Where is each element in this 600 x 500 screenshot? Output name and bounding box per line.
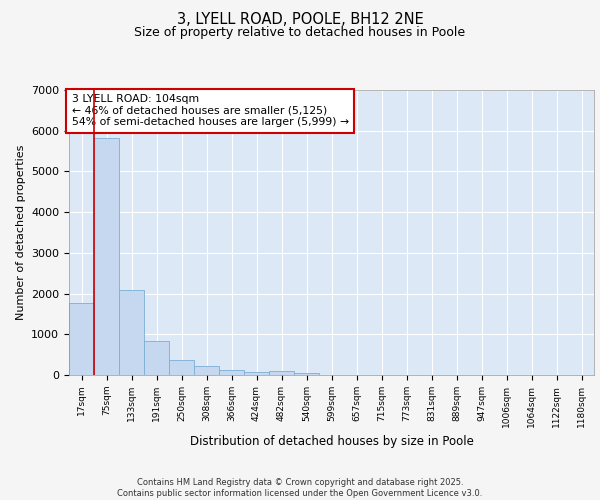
Bar (244, 372, 269, 375)
X-axis label: Distribution of detached houses by size in Poole: Distribution of detached houses by size … (190, 435, 473, 448)
Text: Contains HM Land Registry data © Crown copyright and database right 2025.
Contai: Contains HM Land Registry data © Crown c… (118, 478, 482, 498)
Bar (69, 302, 94, 375)
Bar (269, 372, 294, 375)
Bar (144, 341, 169, 375)
Bar (219, 370, 244, 375)
Bar (294, 374, 319, 375)
Bar (119, 290, 144, 375)
Bar (94, 138, 119, 375)
Text: Size of property relative to detached houses in Poole: Size of property relative to detached ho… (134, 26, 466, 39)
Bar (169, 360, 194, 375)
Y-axis label: Number of detached properties: Number of detached properties (16, 145, 26, 320)
Text: 3, LYELL ROAD, POOLE, BH12 2NE: 3, LYELL ROAD, POOLE, BH12 2NE (176, 12, 424, 28)
Bar (194, 366, 219, 375)
Text: 3 LYELL ROAD: 104sqm
← 46% of detached houses are smaller (5,125)
54% of semi-de: 3 LYELL ROAD: 104sqm ← 46% of detached h… (71, 94, 349, 128)
